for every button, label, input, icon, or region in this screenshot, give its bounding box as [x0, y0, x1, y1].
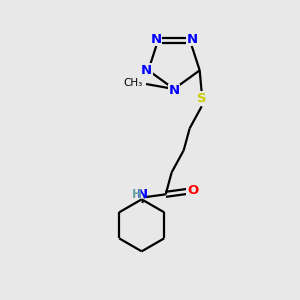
Text: H: H	[132, 188, 142, 201]
Text: N: N	[141, 64, 152, 77]
Text: O: O	[187, 184, 198, 197]
Text: N: N	[186, 33, 197, 46]
Text: N: N	[137, 188, 148, 201]
Text: S: S	[197, 92, 206, 105]
Text: N: N	[151, 33, 162, 46]
Text: CH₃: CH₃	[124, 78, 143, 88]
Text: N: N	[168, 85, 180, 98]
